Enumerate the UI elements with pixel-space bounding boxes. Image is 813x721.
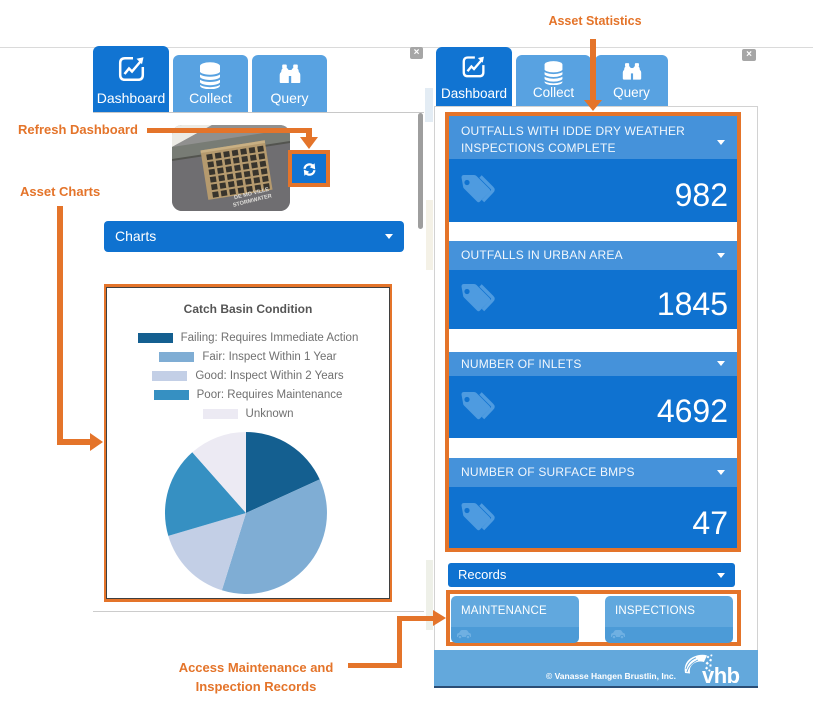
svg-text:vhb: vhb — [702, 663, 740, 687]
